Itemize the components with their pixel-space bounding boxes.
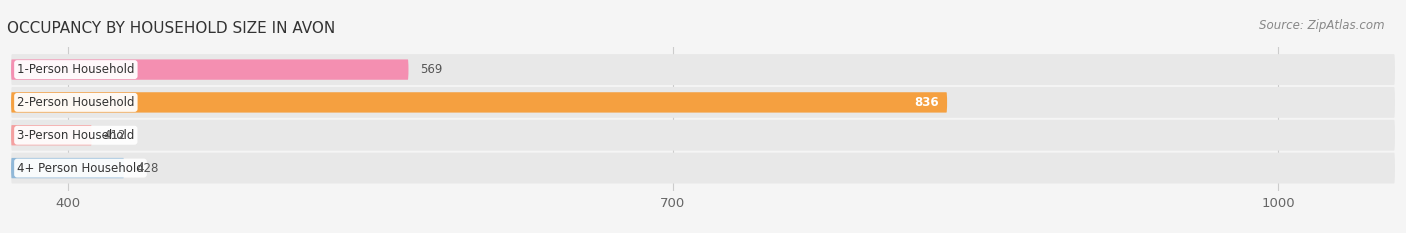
Text: 412: 412: [104, 129, 127, 142]
Text: 428: 428: [136, 161, 159, 175]
FancyBboxPatch shape: [11, 87, 1395, 118]
Text: 569: 569: [420, 63, 443, 76]
Text: Source: ZipAtlas.com: Source: ZipAtlas.com: [1260, 19, 1385, 32]
FancyBboxPatch shape: [11, 120, 1395, 151]
Text: 3-Person Household: 3-Person Household: [17, 129, 135, 142]
FancyBboxPatch shape: [11, 92, 948, 113]
FancyBboxPatch shape: [11, 54, 1395, 85]
FancyBboxPatch shape: [11, 59, 409, 80]
FancyBboxPatch shape: [11, 158, 124, 178]
Text: 4+ Person Household: 4+ Person Household: [17, 161, 143, 175]
Text: 1-Person Household: 1-Person Household: [17, 63, 135, 76]
FancyBboxPatch shape: [11, 125, 91, 145]
FancyBboxPatch shape: [11, 153, 1395, 184]
Text: OCCUPANCY BY HOUSEHOLD SIZE IN AVON: OCCUPANCY BY HOUSEHOLD SIZE IN AVON: [7, 21, 335, 36]
Text: 2-Person Household: 2-Person Household: [17, 96, 135, 109]
Text: 836: 836: [914, 96, 939, 109]
